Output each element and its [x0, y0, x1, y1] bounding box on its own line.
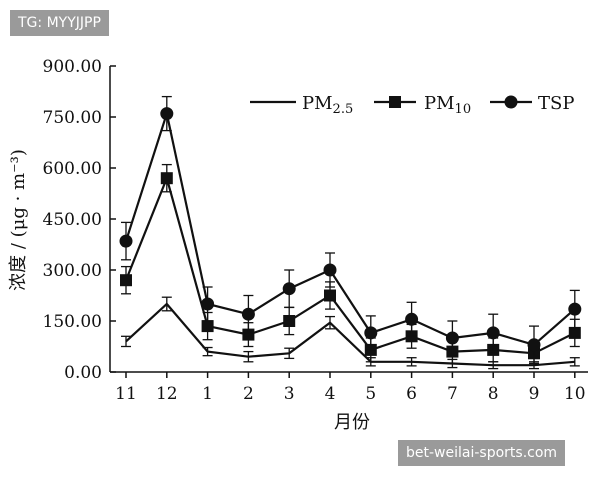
x-axis-label: 月份	[334, 412, 370, 433]
legend-marker-square	[389, 96, 401, 108]
legend-label: PM2.5	[302, 93, 353, 117]
data-point-square	[120, 274, 132, 287]
series-pm2-5	[121, 296, 580, 370]
data-point-circle	[405, 312, 419, 326]
x-tick-label: 8	[488, 384, 499, 404]
x-tick-label: 7	[447, 384, 458, 404]
x-tick-label: 9	[529, 384, 540, 404]
data-point-circle	[527, 338, 541, 352]
data-point-square	[201, 320, 214, 333]
x-tick-label: 5	[365, 384, 376, 404]
series-line	[125, 302, 575, 367]
data-point-square	[160, 172, 173, 185]
y-tick-label: 150.00	[43, 312, 102, 332]
data-point-circle	[160, 107, 174, 121]
data-point-circle	[323, 263, 337, 277]
x-tick-label: 2	[243, 384, 254, 404]
data-point-circle	[445, 331, 459, 345]
y-tick-label: 450.00	[43, 210, 102, 230]
watermark-top-left: TG: MYYJJPP	[10, 10, 109, 36]
data-point-square	[283, 315, 296, 327]
y-axis-ticks: 0.00 150.00 300.00 450.00 600.00 750.00 900.00	[43, 57, 116, 383]
legend-label: TSP	[538, 93, 574, 114]
legend: PM2.5 PM10 TSP	[250, 93, 574, 117]
series-line	[124, 174, 576, 355]
legend-label: PM10	[424, 93, 471, 117]
data-point-circle	[486, 326, 500, 340]
y-tick-label: 750.00	[43, 108, 102, 128]
data-point-circle	[201, 297, 215, 311]
x-tick-label: 11	[115, 384, 137, 404]
x-tick-label: 1	[202, 384, 213, 404]
plot-area	[119, 95, 582, 370]
data-point-circle	[364, 326, 378, 340]
legend-marker-circle	[504, 95, 518, 109]
watermark-bottom-right: bet-weilai-sports.com	[398, 440, 566, 466]
series-tsp	[119, 95, 582, 365]
y-tick-label: 0.00	[64, 363, 102, 383]
x-tick-label: 3	[284, 384, 295, 404]
data-point-square	[242, 328, 255, 341]
series-pm10	[120, 163, 581, 365]
y-tick-label: 900.00	[43, 57, 102, 77]
x-tick-label: 12	[156, 384, 178, 404]
data-point-circle	[241, 307, 255, 321]
y-tick-label: 300.00	[43, 261, 102, 281]
data-point-circle	[119, 234, 133, 248]
x-tick-label: 6	[406, 384, 417, 404]
x-axis-ticks: 11 12 1 2 3 4 5 6 7 8 9 10	[115, 372, 586, 404]
x-tick-label: 10	[564, 384, 586, 404]
data-point-square	[568, 326, 581, 339]
data-point-square	[324, 289, 336, 302]
series-line	[124, 109, 576, 347]
data-point-circle	[568, 302, 582, 316]
data-point-circle	[282, 282, 296, 296]
y-tick-label: 600.00	[43, 159, 102, 179]
x-tick-label: 4	[325, 384, 336, 404]
y-axis-label: 浓度 / (μg · m⁻³)	[8, 149, 29, 291]
